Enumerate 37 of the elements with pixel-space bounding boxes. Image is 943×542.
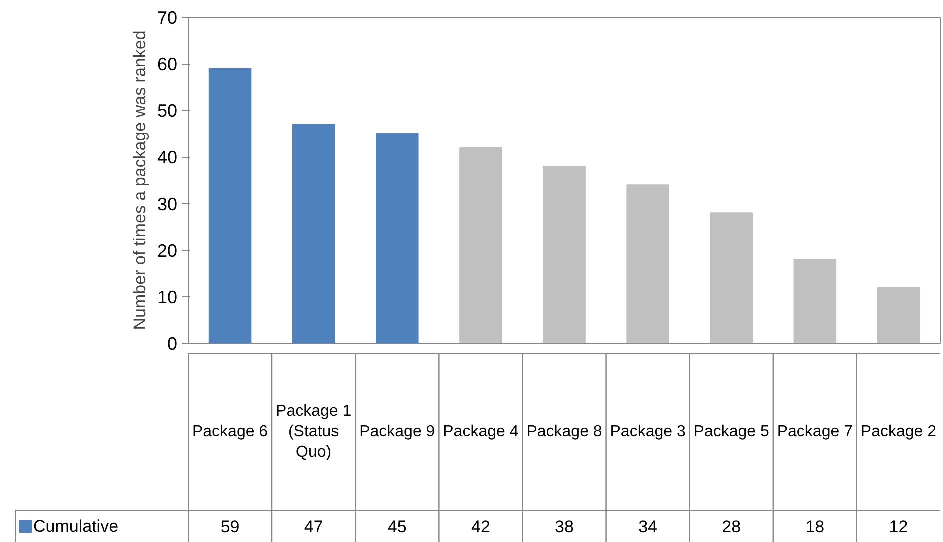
y-tick-label: 10 xyxy=(157,287,178,308)
data-label: 28 xyxy=(722,518,742,536)
data-label: 59 xyxy=(220,518,240,536)
x-tick-label: Package 6 xyxy=(192,424,268,440)
bar xyxy=(460,147,502,344)
x-tick-label: Package 9 xyxy=(360,424,436,440)
legend-label: Cumulative xyxy=(34,517,119,536)
data-label: 12 xyxy=(889,518,908,536)
y-tick-label: 0 xyxy=(167,334,178,354)
bar xyxy=(208,68,252,344)
x-tick-label: Package 2 xyxy=(860,424,937,440)
data-label: 47 xyxy=(304,518,324,536)
bar xyxy=(710,212,753,344)
bar xyxy=(292,124,336,344)
y-axis-title: Number of times a package was ranked xyxy=(130,30,150,330)
data-label: 38 xyxy=(555,518,574,536)
x-tick-label: Package 3 xyxy=(610,424,686,440)
bar xyxy=(376,133,419,344)
data-label: 42 xyxy=(471,518,490,536)
bar xyxy=(877,287,920,344)
x-tick-label: Package 4 xyxy=(443,424,519,440)
data-label: 18 xyxy=(806,518,825,536)
y-tick-label: 60 xyxy=(157,54,178,75)
bar xyxy=(543,166,586,344)
x-tick-label: Package 1 (Status Quo) xyxy=(276,403,352,461)
data-label: 34 xyxy=(638,518,658,536)
y-tick-label: 40 xyxy=(157,148,178,168)
y-tick-label: 70 xyxy=(157,8,178,28)
bar xyxy=(794,259,837,344)
bar xyxy=(626,184,670,344)
y-tick-label: 20 xyxy=(157,240,178,261)
y-tick-label: 50 xyxy=(157,101,178,122)
x-tick-label: Package 7 xyxy=(777,424,854,440)
x-tick-label: Package 5 xyxy=(694,424,770,440)
x-tick-label: Package 8 xyxy=(526,424,602,440)
y-tick-label: 30 xyxy=(157,194,178,214)
data-label: 45 xyxy=(388,518,407,536)
